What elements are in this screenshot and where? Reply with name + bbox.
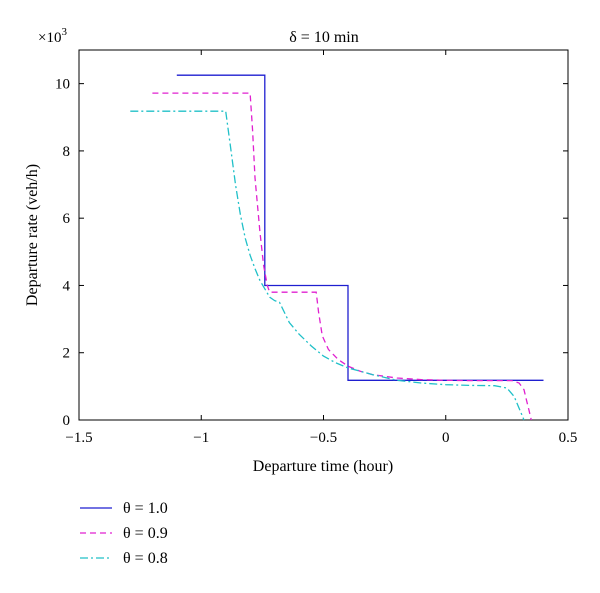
chart-title: δ = 10 min xyxy=(289,29,358,46)
x-tick-label: −1 xyxy=(193,430,209,446)
legend-label-3: θ = 0.8 xyxy=(123,550,168,567)
y-axis-ticks: 0 2 4 6 8 10 xyxy=(55,77,568,429)
series-line-2 xyxy=(152,92,532,421)
legend: θ = 1.0 θ = 0.9 θ = 0.8 xyxy=(80,500,168,567)
series-line-3 xyxy=(130,110,525,421)
y-tick-label: 0 xyxy=(63,413,71,429)
y-tick-label: 8 xyxy=(63,144,71,160)
y-axis-label: Departure rate (veh/h) xyxy=(24,164,41,306)
y-multiplier-label: ×103 xyxy=(38,26,67,46)
y-multiplier-base: ×10 xyxy=(38,30,61,46)
y-tick-label: 4 xyxy=(63,278,71,294)
x-axis-ticks: −1.5 −1 −0.5 0 0.5 xyxy=(65,50,577,446)
x-tick-label: −1.5 xyxy=(65,430,92,446)
legend-label-2: θ = 0.9 xyxy=(123,525,168,542)
x-axis-label: Departure time (hour) xyxy=(253,458,393,475)
x-tick-label: −0.5 xyxy=(310,430,337,446)
plot-area xyxy=(78,49,569,421)
series-layer xyxy=(130,74,544,421)
x-tick-label: 0.5 xyxy=(559,430,578,446)
series-line-1 xyxy=(176,74,544,381)
legend-label-1: θ = 1.0 xyxy=(123,500,168,517)
y-tick-label: 2 xyxy=(63,346,71,362)
x-tick-label: 0 xyxy=(442,430,450,446)
y-multiplier-exponent: 3 xyxy=(61,26,67,38)
y-tick-label: 6 xyxy=(63,211,71,227)
y-tick-label: 10 xyxy=(55,77,70,93)
